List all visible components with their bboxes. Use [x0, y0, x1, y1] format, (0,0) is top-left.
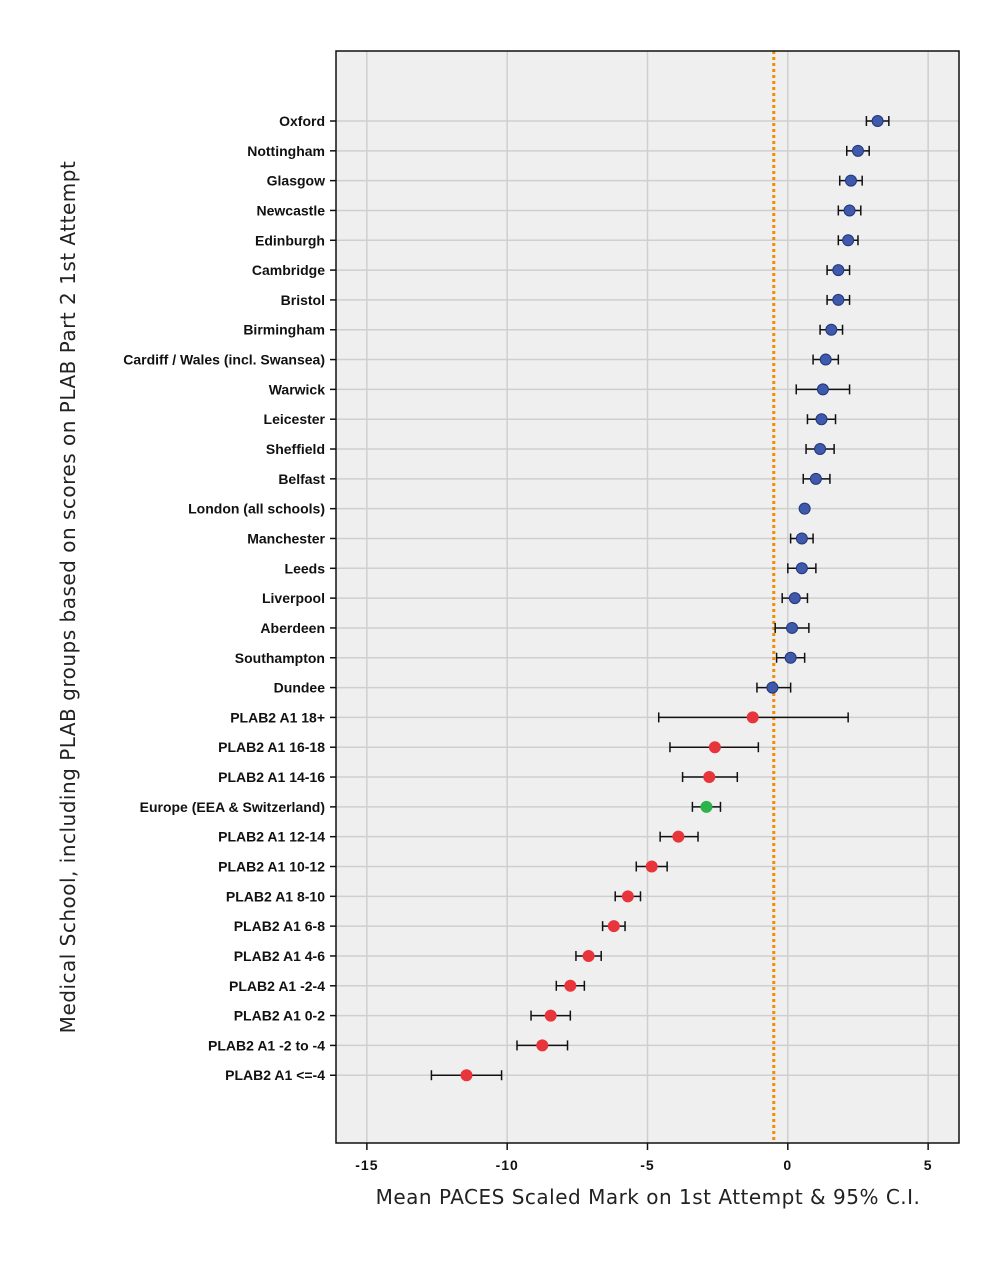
y-tick-label: Birmingham	[243, 322, 325, 338]
data-point	[672, 830, 685, 843]
y-axis-ticks	[330, 120, 336, 1076]
y-tick-label: PLAB2 A1 4-6	[234, 948, 326, 964]
x-axis-labels: -15 -10 -5 0 5	[355, 1157, 933, 1173]
y-tick-label: London (all schools)	[188, 501, 325, 517]
data-point	[645, 860, 658, 873]
data-point	[795, 532, 808, 545]
data-point	[746, 711, 759, 724]
data-point	[814, 443, 827, 456]
data-point	[851, 144, 864, 157]
y-tick-label: Edinburgh	[255, 232, 325, 248]
y-axis-title: Medical School, including PLAB groups ba…	[56, 161, 80, 1034]
x-gridlines	[366, 51, 929, 1143]
data-point	[544, 1009, 557, 1022]
data-point	[832, 293, 845, 306]
y-tick-label: PLAB2 A1 16-18	[218, 739, 325, 755]
data-point	[788, 592, 801, 605]
y-tick-label: PLAB2 A1 14-16	[218, 769, 325, 785]
y-tick-label: Dundee	[274, 680, 326, 696]
data-point	[844, 174, 857, 187]
y-tick-label: Belfast	[278, 471, 325, 487]
data-point	[809, 472, 822, 485]
x-tick-label: 5	[924, 1157, 933, 1173]
data-point	[621, 890, 634, 903]
y-tick-label: Sheffield	[266, 441, 325, 457]
y-tick-label: Aberdeen	[260, 620, 325, 636]
data-point	[786, 621, 799, 634]
y-tick-label: Newcastle	[257, 202, 326, 218]
data-point	[582, 949, 595, 962]
x-axis-ticks	[366, 1143, 929, 1150]
x-tick-label: -15	[355, 1157, 378, 1173]
data-point	[795, 562, 808, 575]
data-point	[536, 1039, 549, 1052]
data-point	[842, 234, 855, 247]
data-point	[703, 771, 716, 784]
data-point	[832, 264, 845, 277]
data-point	[564, 979, 577, 992]
y-tick-label: Nottingham	[247, 143, 325, 159]
data-point	[798, 502, 811, 515]
y-tick-label: Bristol	[281, 292, 325, 308]
y-tick-label: PLAB2 A1 0-2	[234, 1008, 326, 1024]
data-point	[843, 204, 856, 217]
y-tick-label: Southampton	[235, 650, 325, 666]
data-points	[460, 115, 884, 1082]
y-gridlines	[336, 120, 959, 1076]
y-tick-label: Cardiff / Wales (incl. Swansea)	[123, 352, 325, 368]
x-tick-label: -10	[496, 1157, 519, 1173]
x-axis-title: Mean PACES Scaled Mark on 1st Attempt & …	[376, 1185, 921, 1209]
y-tick-label: Liverpool	[262, 590, 325, 606]
data-point	[871, 115, 884, 127]
y-tick-label: Leeds	[285, 560, 326, 576]
y-tick-label: Oxford	[279, 113, 325, 129]
y-tick-label: Glasgow	[267, 173, 325, 189]
data-point	[460, 1069, 473, 1082]
data-point	[708, 741, 721, 754]
y-tick-label: Cambridge	[252, 262, 325, 278]
y-tick-label: PLAB2 A1 8-10	[226, 888, 325, 904]
x-tick-label: -5	[640, 1157, 654, 1173]
data-point	[784, 651, 797, 664]
data-point	[815, 413, 828, 426]
data-point	[825, 323, 838, 336]
y-tick-label: PLAB2 A1 6-8	[234, 918, 326, 934]
y-tick-label: PLAB2 A1 12-14	[218, 829, 325, 845]
y-tick-label: PLAB2 A1 -2-4	[229, 978, 325, 994]
y-tick-label: PLAB2 A1 18+	[230, 709, 325, 725]
data-point	[816, 383, 829, 396]
y-tick-label: Manchester	[247, 530, 325, 546]
y-tick-label: PLAB2 A1 <=-4	[225, 1067, 325, 1083]
y-tick-label: Warwick	[269, 381, 325, 397]
data-point	[766, 681, 779, 694]
data-point	[607, 920, 620, 933]
y-tick-label: PLAB2 A1 10-12	[218, 859, 325, 875]
y-tick-label: Europe (EEA & Switzerland)	[140, 799, 325, 815]
data-point	[700, 800, 713, 813]
y-tick-label: PLAB2 A1 -2 to -4	[208, 1037, 325, 1053]
x-tick-label: 0	[783, 1157, 792, 1173]
y-tick-label: Leicester	[264, 411, 326, 427]
data-point	[819, 353, 832, 366]
y-axis-labels: Oxford Nottingham Glasgow Newcastle Edinburg…	[123, 113, 325, 1083]
